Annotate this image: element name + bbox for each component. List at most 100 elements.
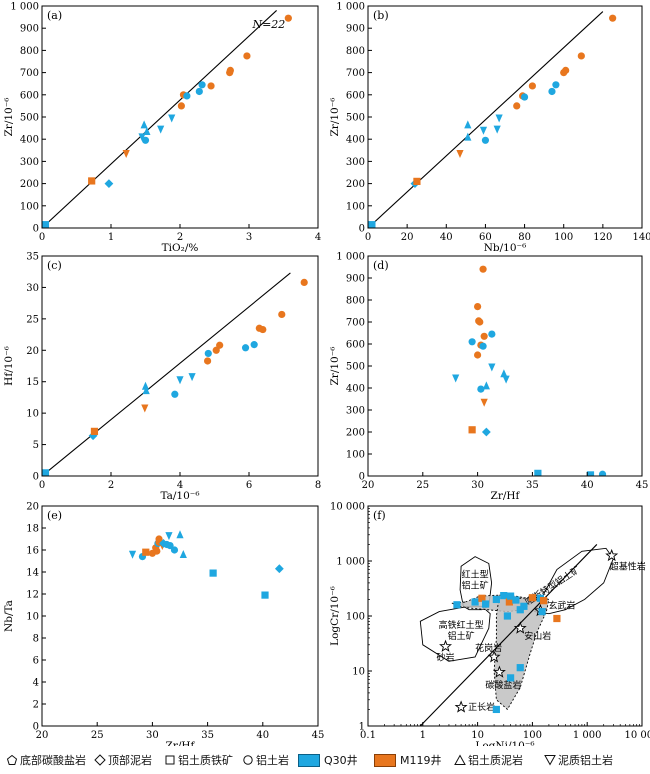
x-tick-label: 1 000 — [573, 730, 602, 741]
legend-item-bauxitic-iron: 铝土质铁矿 — [164, 752, 233, 768]
data-point — [274, 564, 284, 574]
data-point — [479, 265, 487, 273]
region-label: 铝土矿 — [448, 630, 475, 642]
data-point — [284, 14, 292, 22]
data-point — [142, 386, 150, 395]
chart-panel-b: 0 20 40 60 80 100 120 140 0 100 200 300 400 500 600 700… — [329, 2, 650, 255]
x-tick-label: 45 — [636, 480, 649, 491]
reference-rock-star — [492, 665, 506, 678]
legend-label: 铝土质泥岩 — [468, 754, 523, 767]
data-point — [528, 594, 536, 602]
data-point — [179, 550, 187, 558]
legend-label: 顶部泥岩 — [108, 754, 152, 767]
data-point — [261, 591, 269, 599]
data-point — [141, 136, 150, 144]
reference-rock-label: 超基性岩 — [610, 561, 646, 573]
y-tick-label: 12 — [26, 590, 39, 601]
x-tick-label: 2 — [108, 480, 114, 491]
x-tick-label: 35 — [201, 730, 214, 741]
y-tick-label: 6 — [33, 656, 39, 667]
y-axis-label: Zr/10⁻⁶ — [3, 98, 15, 137]
legend-label: Q30井 — [324, 754, 358, 767]
y-tick-label: 4 — [33, 678, 39, 689]
data-point — [177, 102, 185, 110]
data-point — [138, 133, 146, 142]
y-tick-label: 300 — [346, 406, 365, 417]
q30-swatch-icon — [298, 753, 320, 767]
y-tick-label: 200 — [346, 179, 365, 190]
y-tick-label: 0 — [359, 224, 365, 235]
data-point — [209, 569, 217, 577]
y-axis-label: Zr/10⁻⁶ — [329, 347, 341, 386]
y-tick-label: 200 — [346, 428, 365, 439]
data-point — [534, 469, 542, 476]
data-point — [586, 471, 595, 476]
panel-label: (b) — [373, 9, 389, 22]
y-tick-label: 16 — [26, 546, 39, 557]
x-tick-label: 30 — [471, 480, 484, 491]
data-point — [183, 92, 191, 100]
y-tick-label: 600 — [346, 90, 365, 101]
data-point — [474, 303, 482, 311]
data-point — [506, 674, 515, 682]
y-tick-label: 300 — [20, 157, 39, 168]
x-tick-label: 20 — [401, 232, 414, 243]
legend-item-bauxite-rock: 铝土岩 — [242, 752, 289, 768]
x-axis-label: TiO₂/% — [162, 242, 199, 254]
x-axis-label: Ta/10⁻⁶ — [160, 490, 199, 502]
y-tick-label: 100 — [346, 450, 365, 461]
x-tick-label: 25 — [416, 480, 429, 491]
points-group — [128, 530, 284, 599]
data-point — [577, 52, 585, 60]
data-point — [413, 177, 421, 185]
data-point — [552, 81, 560, 89]
data-point — [42, 469, 50, 476]
data-point — [204, 349, 212, 358]
x-axis-label: Zr/Hf — [166, 740, 196, 746]
y-tick-label: 100 — [20, 201, 39, 212]
reference-rock-star — [487, 650, 501, 663]
legend-label: M119井 — [400, 754, 442, 767]
x-tick-label: 0 — [365, 232, 371, 243]
region-label: 铝土矿 — [462, 580, 489, 592]
y-tick-label: 1 — [359, 722, 365, 733]
y-tick-label: 600 — [20, 90, 39, 101]
data-point — [212, 346, 220, 354]
x-axis-label: LogNi/10⁻⁶ — [475, 740, 534, 746]
y-tick-label: 2 — [33, 700, 39, 711]
trend-line — [42, 272, 291, 476]
y-tick-label: 500 — [20, 113, 39, 124]
y-tick-label: 800 — [20, 46, 39, 57]
y-tick-label: 10 — [26, 612, 39, 623]
panel-label: (e) — [47, 509, 62, 522]
y-tick-label: 0 — [33, 722, 39, 733]
y-tick-label: 500 — [346, 113, 365, 124]
data-point — [88, 431, 98, 441]
y-tick-label: 700 — [346, 68, 365, 79]
trend-line-group — [368, 11, 604, 228]
plot-frame — [41, 5, 319, 229]
x-axis-label: Zr/Hf — [491, 490, 521, 502]
circle-outline-icon — [243, 755, 253, 765]
chart-panel-e: 20 25 30 35 40 45 0 2 4 6 8 10 12 14 16 18 20 Zr/Hf Nb/Ta (… — [3, 502, 324, 747]
legend-item-basal-carbonate: 底部碳酸盐岩 — [6, 752, 86, 768]
data-point — [516, 606, 524, 614]
y-tick-label: 1 000 — [336, 252, 365, 263]
data-point — [141, 404, 149, 413]
y-tick-label: 20 — [26, 502, 39, 513]
y-tick-label: 800 — [346, 296, 365, 307]
data-point — [195, 87, 203, 96]
data-point — [243, 52, 251, 60]
data-point — [474, 351, 482, 359]
x-tick-label: 20 — [362, 480, 375, 491]
chart-panel-d: 20 25 30 35 40 45 0 100 200 300 400 500 600 700 800 900… — [329, 252, 648, 503]
data-point — [128, 550, 137, 559]
x-tick-label: 60 — [479, 232, 492, 243]
m119-swatch-icon — [374, 753, 396, 767]
x-tick-label: 8 — [315, 480, 321, 491]
data-point — [488, 363, 496, 372]
data-point — [88, 177, 96, 185]
y-tick-label: 700 — [346, 318, 365, 329]
triangle-down-outline-icon — [544, 755, 556, 766]
